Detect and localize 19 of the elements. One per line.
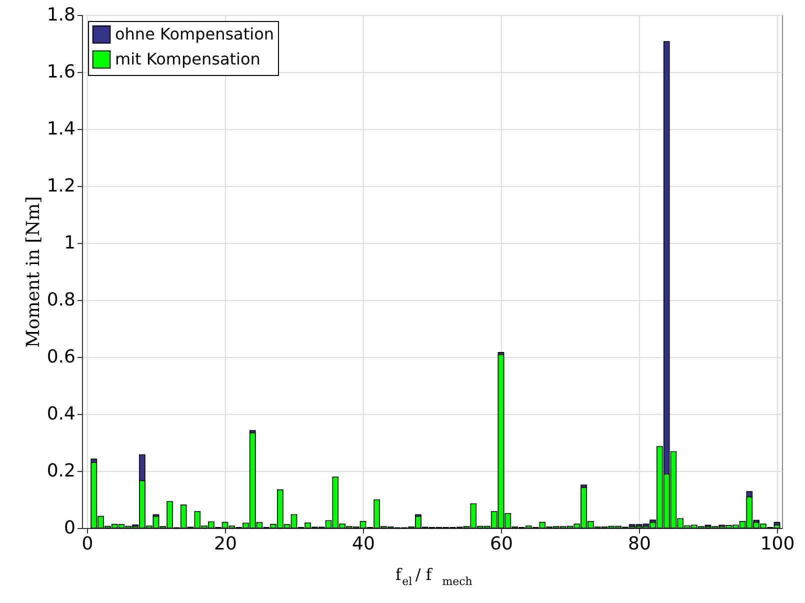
y-tick-label: 0.6 <box>46 346 76 368</box>
x-tick-label: 0 <box>82 534 94 554</box>
x-tick-label: 40 <box>352 534 375 554</box>
y-tick-label: 0.8 <box>46 290 76 310</box>
y-tick-label: 0.2 <box>46 460 76 482</box>
y-tick-label: 0.4 <box>46 404 76 424</box>
x-tick-label: 80 <box>628 534 651 554</box>
x-tick-label: 20 <box>214 534 237 554</box>
x-tick-label: 60 <box>490 534 513 554</box>
y-tick-label: 1.8 <box>46 4 76 26</box>
y-tick-label: 1.6 <box>46 62 76 82</box>
x-tick-label: 100 <box>760 534 795 554</box>
y-tick-label: 1 <box>64 232 76 254</box>
y-tick-label: 0 <box>64 518 76 538</box>
legend-label: ohne Kompensation <box>115 24 274 44</box>
y-axis-title: Moment in [Nm] <box>22 196 44 348</box>
y-tick-label: 1.4 <box>46 118 76 140</box>
y-tick-label: 1.2 <box>46 176 76 196</box>
legend-label: mit Kompensation <box>115 50 260 68</box>
